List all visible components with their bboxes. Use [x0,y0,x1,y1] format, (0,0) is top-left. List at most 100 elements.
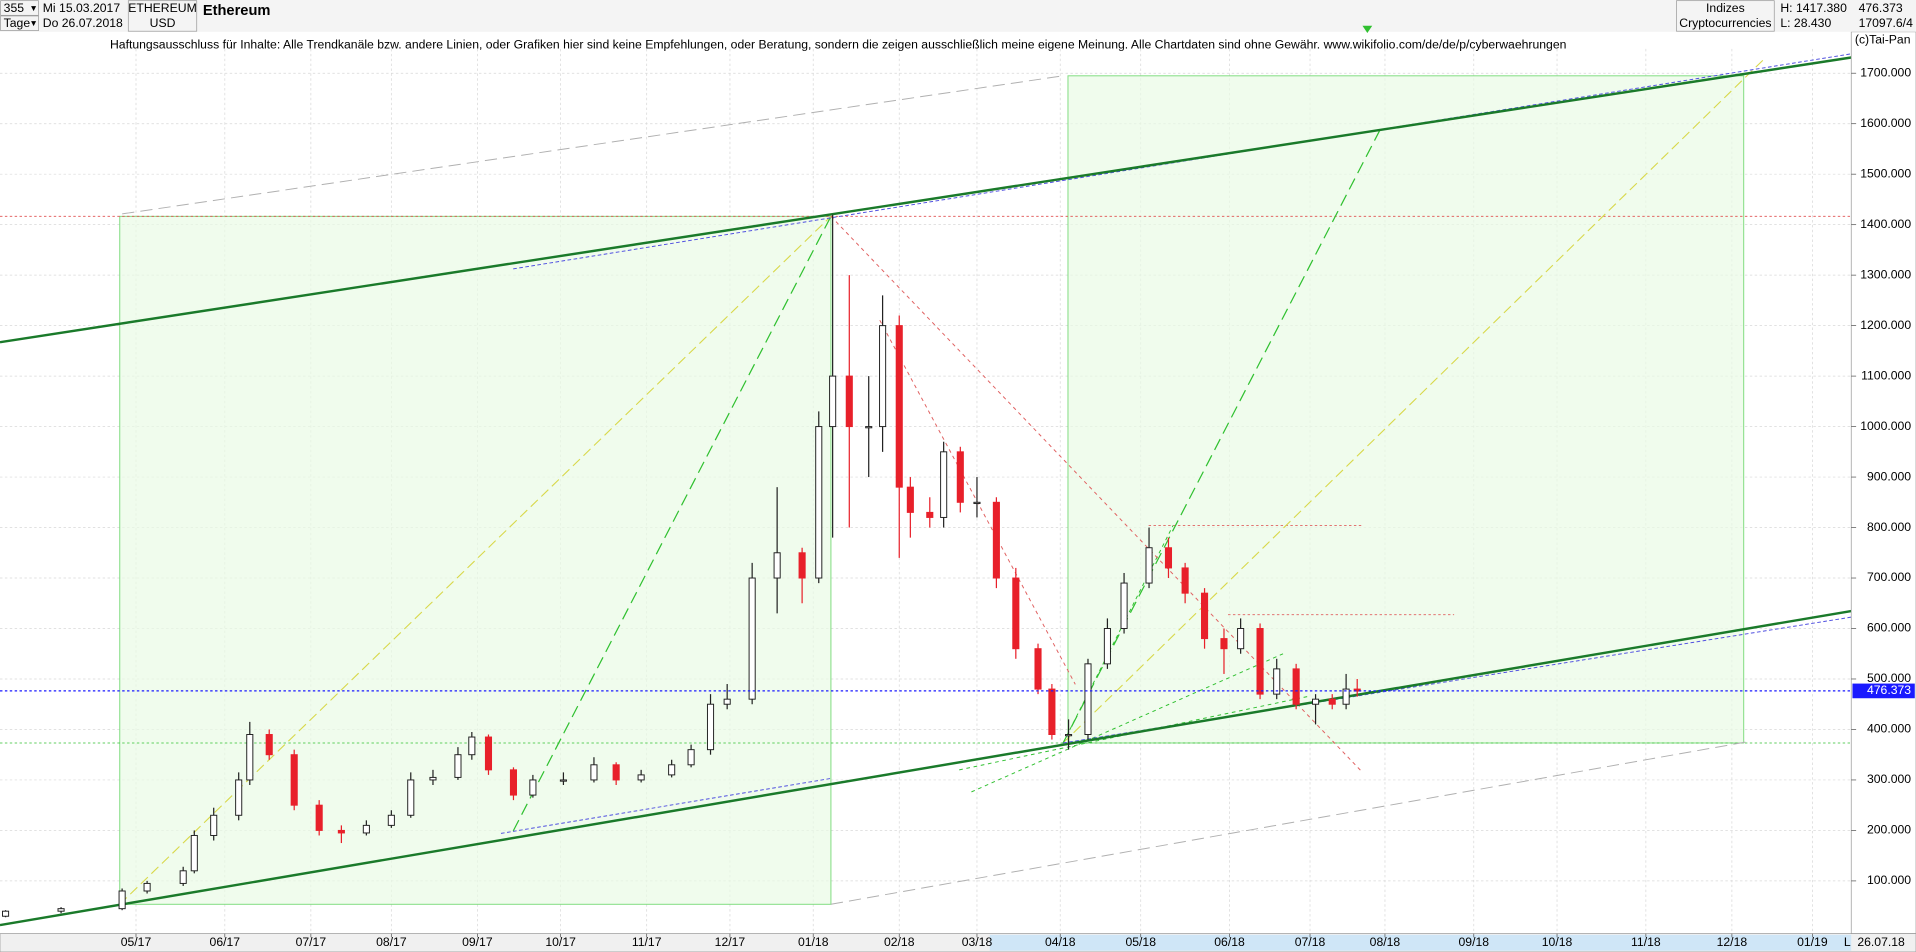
candle-body [484,736,493,771]
candle-body [865,426,873,429]
copyright: (c)Tai-Pan [1855,33,1911,47]
y-tick-label: 300.000 [1867,772,1911,786]
high: H: 1417.380 [1780,1,1847,15]
candle-body [1065,734,1073,737]
candle-body [429,776,437,781]
y-tick-label: 1700.000 [1860,65,1911,79]
candle-body [1201,592,1209,640]
channel-line [0,609,1852,927]
candle-body [235,779,243,816]
x-tick-label: 09/18 [1459,935,1490,949]
x-tick-label: 07/17 [296,935,327,949]
group: Indizes [1706,1,1745,15]
candle-body [1342,688,1350,705]
candle-body [1164,547,1173,569]
currency: USD [150,16,176,30]
y-tick-label: 1500.000 [1860,166,1911,180]
candle-body [265,734,273,756]
candle-body [926,511,934,518]
x-tick-label: 10/18 [1542,935,1573,949]
y-tick-label: 1200.000 [1860,318,1911,332]
x-tick-label: 01/18 [798,935,829,949]
header-bar [0,0,1916,32]
channel-line [0,56,1852,344]
x-tick-label: 05/17 [121,935,152,949]
x-tick-label: 05/18 [1125,935,1156,949]
candle-body [1220,638,1228,650]
y-tick-label: 200.000 [1867,823,1911,837]
candle-body [687,749,695,766]
last-price-box [1852,683,1915,699]
candle-body [1312,698,1320,705]
candle-body [1120,582,1128,629]
symbol-box [127,0,198,32]
y-tick-label: 1000.000 [1860,419,1911,433]
fan-line [1062,57,1767,744]
candle-body [973,501,981,505]
candle-body [706,703,715,751]
last: 476.373 [1859,1,1903,15]
candle-body [190,834,198,872]
x-tick-label: 11/18 [1631,935,1661,949]
dropdown-arrow[interactable]: ▼ [29,3,37,13]
candle-body [829,375,837,428]
candle-body [179,870,187,884]
count-box[interactable] [0,0,39,16]
end-date: Do 26.07.2018 [43,16,123,30]
x-tick-label: 06/17 [210,935,241,949]
y-tick-label: 1100.000 [1861,368,1911,382]
start-date: Mi 15.03.2017 [43,1,121,15]
candle-body [895,325,903,488]
trend-line [122,75,1064,215]
x-tick-label: 04/18 [1045,935,1076,949]
x-tick-label: 06/18 [1214,935,1245,949]
candle-body [1084,663,1092,736]
footer-mode: L [1844,935,1851,949]
candle-body [315,804,323,831]
y-tick-label: 900.000 [1867,469,1911,483]
candle-body [637,774,645,781]
x-tick-label: 12/18 [1717,935,1748,949]
trend-line [500,777,831,834]
period-box[interactable] [0,15,39,31]
box [1067,75,1745,744]
candle-body [612,764,620,781]
candle-body [118,890,126,910]
x-tick-label: 09/17 [462,935,493,949]
trend-line [830,741,1748,905]
candle-body [1328,698,1336,705]
candle-body [509,769,518,796]
candle-body [337,829,345,834]
footer-date: 26.07.18 [1857,935,1905,949]
x-tick-label: 02/18 [884,935,915,949]
candle-body [290,754,298,806]
candle-body [845,375,853,428]
y-tick-label: 500.000 [1867,671,1911,685]
candle-body [879,325,887,428]
candle-body [1237,628,1245,650]
symbol: ETHEREUM [128,1,196,15]
axis-layer: 100.000 200.000 300.000 400.000 500.000 600.0… [0,31,1916,952]
candle-body [1012,577,1020,650]
candle-body [559,779,567,782]
y-tick-label: 1400.000 [1860,217,1911,231]
fan-line [971,653,1284,793]
fan-line [1062,128,1382,744]
low: L: 28.430 [1780,16,1831,30]
candle-body [1048,688,1056,736]
x-tick-label: 10/17 [545,935,576,949]
y-tick-label: 1300.000 [1860,267,1911,281]
candle-body [529,779,537,796]
candle-body [773,552,781,579]
x-axis-highlight [989,934,1852,951]
candle-body [748,577,756,700]
candle-body [246,734,254,781]
dropdown-arrow[interactable]: ▼ [29,18,37,28]
candle-body [454,754,462,778]
candle-body [668,764,676,776]
candle-body [992,501,1000,579]
x-tick-label: 08/18 [1370,935,1401,949]
y-tick-label: 700.000 [1867,570,1911,584]
candle-body [407,779,415,816]
